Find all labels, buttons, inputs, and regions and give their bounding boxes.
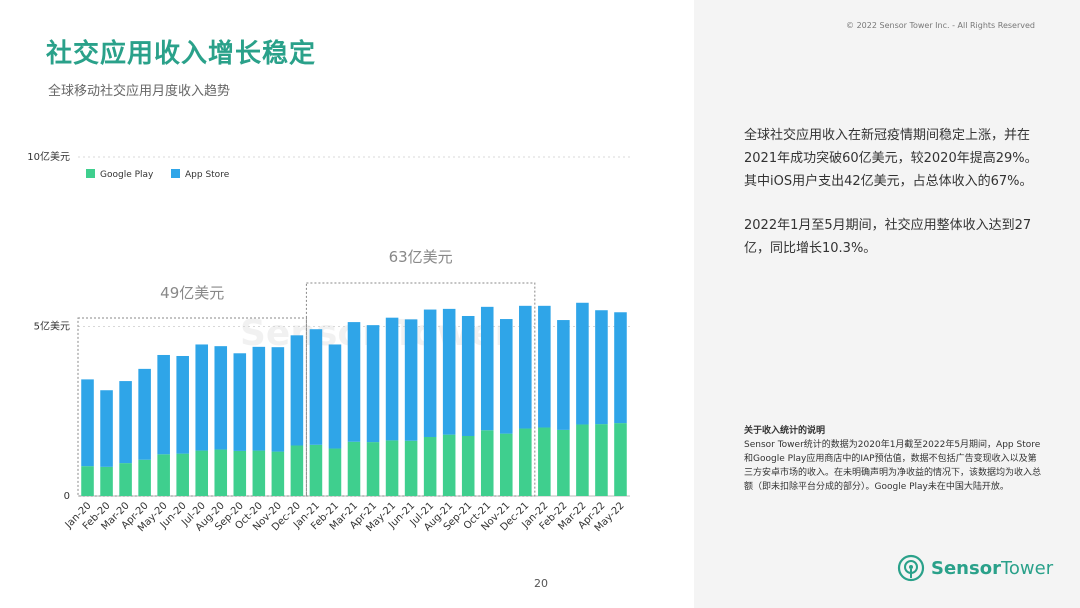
bar-app-store (252, 346, 266, 451)
bar-app-store (290, 335, 304, 446)
page-title: 社交应用收入增长稳定 (46, 39, 317, 69)
bar-app-store (461, 315, 475, 436)
bar-app-store (100, 390, 113, 467)
note-title: 关于收入统计的说明 (744, 426, 826, 436)
bar-app-store (442, 308, 456, 435)
bar-google-play (271, 451, 285, 496)
logo-wordmark: SensorTower (931, 558, 1053, 579)
bar-app-store (480, 306, 494, 431)
annotation-box (305, 282, 536, 497)
bar-google-play (290, 445, 304, 496)
annotation-box (77, 317, 307, 497)
bar-app-store (614, 312, 627, 424)
bar-app-store (138, 368, 151, 460)
bar-google-play (614, 423, 627, 496)
copyright-notice: © 2022 Sensor Tower Inc. - All Rights Re… (846, 21, 1035, 30)
right-panel (694, 0, 1080, 608)
bar-app-store (157, 354, 170, 455)
bar-google-play (499, 433, 513, 496)
bar-google-play (138, 459, 151, 496)
bar-google-play (576, 424, 589, 496)
bar-app-store (214, 346, 228, 450)
summary-paragraph-1: 全球社交应用收入在新冠疫情期间稳定上涨，并在2021年成功突破60亿美元，较20… (744, 128, 1038, 189)
y-tick-label: 0 (64, 491, 70, 502)
bar-google-play (404, 440, 418, 496)
y-tick-label: 10亿美元 (27, 150, 70, 163)
logo-word-1: Sensor (931, 557, 1001, 579)
bar-google-play (328, 448, 342, 496)
bar-app-store (366, 325, 380, 443)
chart-subtitle: 全球移动社交应用月度收入趋势 (48, 84, 231, 99)
logo-word-2: Tower (1000, 557, 1054, 579)
bar-google-play (214, 449, 228, 496)
bar-google-play (385, 440, 399, 496)
bar-google-play (347, 441, 361, 496)
bar-app-store (499, 319, 513, 434)
sensor-tower-logo-icon (897, 554, 925, 582)
page-number: 20 (534, 577, 548, 590)
bar-app-store (404, 319, 418, 441)
bar-app-store (557, 320, 570, 430)
bar-app-store (595, 310, 608, 425)
bar-google-play (100, 466, 113, 496)
bar-app-store (176, 355, 189, 454)
bar-google-play (119, 463, 132, 496)
bar-google-play (157, 454, 170, 496)
bar-app-store (576, 302, 589, 425)
bar-app-store (538, 305, 551, 428)
bar-google-play (557, 429, 570, 496)
bar-google-play (461, 435, 475, 496)
note-body: Sensor Tower统计的数据为2020年1月截至2022年5月期间，App… (744, 440, 1042, 492)
bar-google-play (519, 428, 532, 496)
bar-google-play (233, 450, 247, 496)
bar-app-store (385, 317, 399, 441)
bar-google-play (480, 430, 494, 496)
bar-google-play (176, 453, 189, 496)
bar-google-play (366, 442, 380, 496)
bar-google-play (309, 444, 323, 496)
bar-app-store (81, 379, 94, 467)
legend-swatch-google-play (86, 169, 95, 178)
bar-google-play (442, 434, 456, 496)
bar-google-play (252, 450, 266, 496)
legend-swatch-app-store (171, 169, 180, 178)
bar-app-store (423, 309, 437, 438)
y-tick-label: 5亿美元 (34, 320, 70, 333)
bar-google-play (538, 427, 551, 496)
bar-app-store (309, 329, 323, 445)
bar-google-play (195, 450, 209, 496)
bar-app-store (233, 353, 247, 451)
bar-google-play (423, 437, 437, 496)
bar-app-store (328, 344, 342, 449)
summary-paragraph-2: 2022年1月至5月期间，社交应用整体收入达到27亿，同比增长10.3%。 (744, 218, 1032, 256)
bar-google-play (595, 424, 608, 496)
legend-label: App Store (185, 170, 230, 180)
revenue-note: 关于收入统计的说明 Sensor Tower统计的数据为2020年1月截至202… (744, 424, 1044, 494)
bar-google-play (81, 466, 94, 496)
summary-text: 全球社交应用收入在新冠疫情期间稳定上涨，并在2021年成功突破60亿美元，较20… (744, 124, 1044, 281)
bar-app-store (271, 347, 285, 452)
legend-label: Google Play (100, 170, 154, 180)
annotation-label: 49亿美元 (160, 284, 224, 302)
annotation-label: 63亿美元 (389, 248, 453, 266)
bar-app-store (519, 305, 532, 429)
bar-app-store (195, 344, 209, 451)
bar-app-store (347, 322, 361, 442)
bar-app-store (119, 381, 132, 464)
sensor-tower-logo: SensorTower (897, 553, 1053, 583)
